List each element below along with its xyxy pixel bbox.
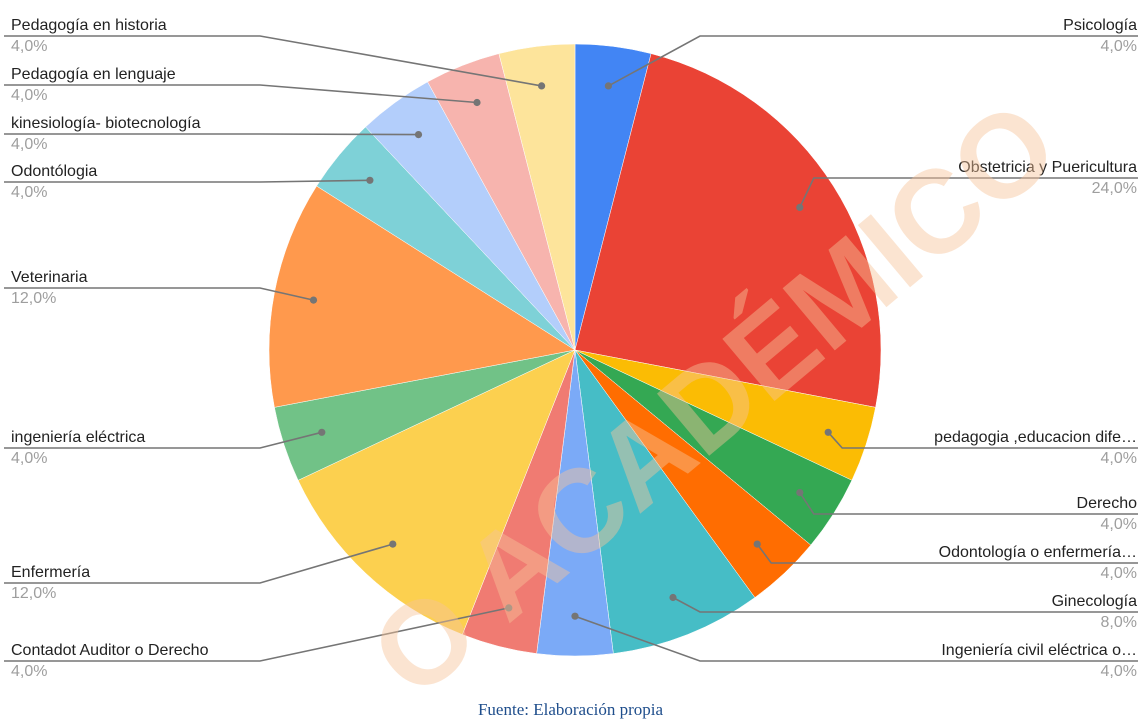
slice-percent-pedagogia-educacion-dife: 4,0% xyxy=(1101,450,1137,467)
pie-slice-veterinaria xyxy=(268,185,576,408)
slice-percent-kinesiologia-biotecnologia: 4,0% xyxy=(11,136,47,153)
leader-dot-ginecologia xyxy=(669,593,677,602)
slice-percent-odontologia: 4,0% xyxy=(11,184,47,201)
slice-label-derecho: Derecho xyxy=(1077,495,1138,512)
slice-labels: Psicología 4,0% Obstetricia y Puericultura… xyxy=(11,17,1137,680)
slice-label-odontologia-o-enfermeria: Odontología o enfermería… xyxy=(939,544,1137,561)
leader-lines xyxy=(4,35,1138,662)
slice-label-odontologia: Odontólogia xyxy=(11,163,97,180)
slice-label-pedagogia-en-historia: Pedagogía en historia xyxy=(11,17,167,34)
leader-line-odontologia-o-enfermeria xyxy=(756,543,1138,564)
slice-percent-obstetricia-y-puericultura: 24,0% xyxy=(1092,180,1137,197)
pie-slice-enfermeria xyxy=(297,349,576,635)
leader-line-contadot-auditor-o-derecho xyxy=(4,607,509,662)
slice-label-ingenieria-civil-electrica-o: Ingeniería civil eléctrica o… xyxy=(941,642,1137,659)
slice-label-pedagogia-en-lenguaje: Pedagogía en lenguaje xyxy=(11,66,176,83)
pie-chart: Psicología 4,0% Obstetricia y Puericultura… xyxy=(4,17,1138,680)
leader-line-veterinaria xyxy=(4,287,314,301)
slice-label-pedagogia-educacion-dife: pedagogia ,educacion dife… xyxy=(934,429,1137,446)
leader-line-pedagogia-educacion-dife xyxy=(827,431,1138,449)
slice-label-contadot-auditor-o-derecho: Contadot Auditor o Derecho xyxy=(11,642,209,659)
leader-line-pedagogia-en-lenguaje xyxy=(4,84,478,104)
slice-label-ingenieria-electrica: ingeniería eléctrica xyxy=(11,429,145,446)
leader-dot-veterinaria xyxy=(309,296,318,304)
slice-percent-pedagogia-en-lenguaje: 4,0% xyxy=(11,87,47,104)
leader-line-kinesiologia-biotecnologia xyxy=(4,133,419,136)
pie-slice-obstetricia-y-puericultura xyxy=(574,53,882,408)
slice-label-ginecologia: Ginecología xyxy=(1052,593,1137,610)
leader-dot-ingenieria-electrica xyxy=(318,428,326,436)
leader-dot-derecho xyxy=(796,489,804,497)
slice-percent-psicologia: 4,0% xyxy=(1101,38,1137,55)
slice-percent-veterinaria: 12,0% xyxy=(11,290,56,307)
slice-percent-derecho: 4,0% xyxy=(1101,516,1137,533)
leader-dot-obstetricia-y-puericultura xyxy=(796,203,804,211)
slice-percent-enfermeria: 12,0% xyxy=(11,585,56,602)
pie-slices xyxy=(268,43,882,657)
slice-percent-ingenieria-civil-electrica-o: 4,0% xyxy=(1101,663,1137,680)
slice-label-veterinaria: Veterinaria xyxy=(11,269,88,286)
leader-dot-enfermeria xyxy=(389,540,397,548)
leader-line-obstetricia-y-puericultura xyxy=(799,177,1138,208)
slice-percent-ginecologia: 8,0% xyxy=(1101,614,1137,631)
leader-dot-contadot-auditor-o-derecho xyxy=(505,604,513,612)
leader-dot-pedagogia-en-historia xyxy=(538,82,546,90)
leader-line-ingenieria-civil-electrica-o xyxy=(574,615,1138,662)
leader-dot-pedagogia-educacion-dife xyxy=(824,428,832,436)
pie-slice-pedagogia-en-historia xyxy=(498,43,576,351)
leader-dot-odontologia-o-enfermeria xyxy=(753,540,761,548)
slice-label-enfermeria: Enfermería xyxy=(11,564,90,581)
leader-line-psicologia xyxy=(608,35,1138,87)
leader-dot-psicologia xyxy=(604,82,613,90)
leader-line-pedagogia-en-historia xyxy=(4,35,542,87)
figure-caption: Fuente: Elaboración propia xyxy=(477,700,664,719)
leader-dot-odontologia xyxy=(366,176,374,184)
slice-label-obstetricia-y-puericultura: Obstetricia y Puericultura xyxy=(958,159,1137,176)
slice-percent-ingenieria-electrica: 4,0% xyxy=(11,450,47,467)
slice-percent-contadot-auditor-o-derecho: 4,0% xyxy=(11,663,47,680)
slice-label-psicologia: Psicología xyxy=(1063,17,1137,34)
leader-line-ingenieria-electrica xyxy=(4,431,322,449)
slice-percent-pedagogia-en-historia: 4,0% xyxy=(11,38,47,55)
leader-dot-ingenieria-civil-electrica-o xyxy=(571,612,579,620)
slice-percent-odontologia-o-enfermeria: 4,0% xyxy=(1101,565,1137,582)
leader-line-enfermeria xyxy=(4,543,394,584)
pie-slice-ginecologia xyxy=(574,349,756,654)
leader-dot-pedagogia-en-lenguaje xyxy=(473,98,481,107)
leader-line-derecho xyxy=(799,492,1138,515)
leader-line-odontologia xyxy=(4,179,370,183)
slice-label-kinesiologia-biotecnologia: kinesiología- biotecnología xyxy=(11,115,201,132)
leader-dot-kinesiologia-biotecnologia xyxy=(414,131,423,139)
leader-line-ginecologia xyxy=(672,596,1138,613)
